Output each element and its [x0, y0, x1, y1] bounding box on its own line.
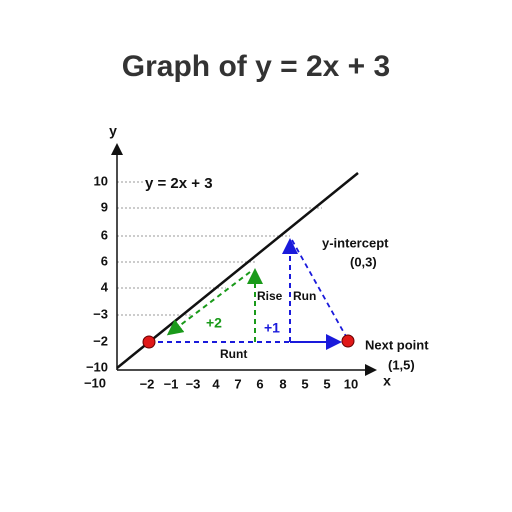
green-step-label: +2	[206, 315, 222, 331]
blue-diagonal	[291, 239, 349, 341]
green-diagonal	[166, 271, 251, 336]
run-label: Run	[293, 289, 316, 303]
x-axis-label: x	[383, 373, 391, 389]
next-label: Next point	[365, 337, 429, 352]
y-tick-label: 4	[101, 279, 109, 294]
x-tick-label: 8	[279, 376, 286, 391]
y-tick-label: 10	[94, 173, 108, 188]
y-tick-label: −2	[93, 333, 108, 348]
graph-line	[116, 172, 359, 369]
x-tick-label: 5	[323, 376, 330, 391]
intercept-point: (0,3)	[350, 254, 377, 269]
y-tick-label: −3	[93, 306, 108, 321]
x-tick-label: −2	[140, 376, 155, 391]
grid	[117, 181, 322, 316]
y-tick-label: 6	[101, 227, 108, 242]
intercept-label: y-intercept	[322, 235, 389, 250]
title: Graph of y = 2x + 3	[122, 50, 390, 83]
x-tick-label: 10	[344, 376, 358, 391]
y-tick-label: −10	[86, 359, 108, 374]
y-tick-label: 6	[101, 253, 108, 268]
origin-label: −10	[84, 375, 106, 390]
next-point: (1,5)	[388, 357, 415, 372]
x-tick-label: 5	[301, 376, 308, 391]
equation-label: y = 2x + 3	[145, 175, 213, 192]
runt-label: Runt	[220, 347, 247, 361]
x-tick-label: −1	[164, 376, 179, 391]
x-tick-label: 7	[234, 376, 241, 391]
x-tick-label: 4	[212, 376, 220, 391]
rise-label: Rise	[257, 289, 283, 303]
point	[142, 335, 156, 349]
x-tick-label: 6	[256, 376, 263, 391]
y-tick-label: 9	[101, 199, 108, 214]
x-tick-label: −3	[186, 376, 201, 391]
y-axis-label: y	[109, 123, 117, 139]
blue-step-label: +1	[264, 320, 280, 336]
point	[341, 334, 355, 348]
